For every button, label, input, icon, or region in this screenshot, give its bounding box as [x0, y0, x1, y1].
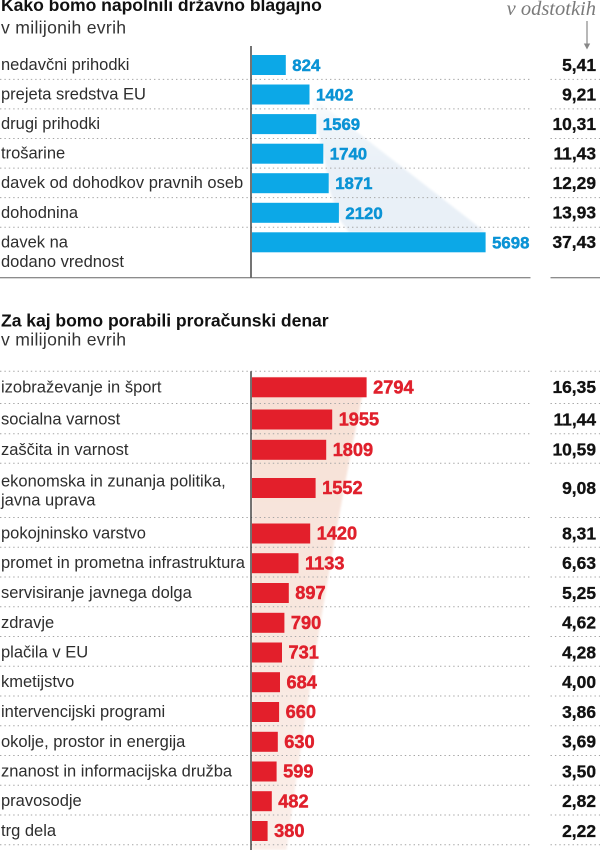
svg-text:Kako bomo napolnili državno bl: Kako bomo napolnili državno blagajno	[1, 0, 322, 15]
svg-text:1133: 1133	[305, 554, 344, 574]
svg-text:5698: 5698	[492, 233, 529, 252]
svg-text:897: 897	[295, 583, 325, 603]
svg-text:824: 824	[292, 56, 321, 75]
svg-text:davek od dohodkov pravnih oseb: davek od dohodkov pravnih oseb	[1, 174, 243, 192]
svg-text:nedavčni prihodki: nedavčni prihodki	[1, 56, 129, 74]
svg-text:davek na: davek na	[1, 233, 69, 251]
svg-text:1871: 1871	[335, 174, 372, 193]
svg-text:izobraževanje in šport: izobraževanje in šport	[1, 378, 162, 396]
svg-text:zdravje: zdravje	[1, 614, 54, 632]
svg-text:5,25: 5,25	[562, 583, 596, 603]
svg-text:javna uprava: javna uprava	[0, 492, 96, 510]
svg-text:Za kaj bomo porabili proračuns: Za kaj bomo porabili proračunski denar	[1, 311, 329, 331]
svg-text:10,31: 10,31	[552, 114, 596, 134]
svg-text:plačila v EU: plačila v EU	[1, 644, 88, 662]
svg-text:1552: 1552	[322, 478, 362, 498]
svg-text:9,21: 9,21	[562, 84, 596, 104]
svg-text:380: 380	[274, 821, 304, 841]
svg-text:drugi prihodki: drugi prihodki	[1, 115, 100, 133]
svg-text:12,29: 12,29	[552, 173, 596, 193]
svg-text:4,62: 4,62	[562, 613, 596, 633]
svg-text:684: 684	[287, 673, 318, 693]
svg-text:v milijonih evrih: v milijonih evrih	[1, 330, 126, 350]
svg-text:8,31: 8,31	[562, 523, 596, 543]
svg-text:pravosodje: pravosodje	[1, 792, 82, 810]
svg-text:731: 731	[289, 643, 319, 663]
svg-text:2120: 2120	[345, 204, 382, 223]
svg-text:9,08: 9,08	[562, 478, 596, 498]
svg-text:znanost in informacijska družb: znanost in informacijska družba	[1, 763, 233, 781]
svg-text:13,93: 13,93	[552, 203, 596, 223]
svg-text:1420: 1420	[317, 524, 357, 544]
svg-text:1569: 1569	[323, 115, 360, 134]
svg-text:kmetijstvo: kmetijstvo	[1, 673, 74, 691]
svg-text:1809: 1809	[333, 440, 373, 460]
svg-text:2,82: 2,82	[562, 791, 596, 811]
svg-text:11,43: 11,43	[553, 144, 596, 164]
svg-text:okolje, prostor in energija: okolje, prostor in energija	[1, 733, 186, 751]
svg-text:servisiranje javnega dolga: servisiranje javnega dolga	[1, 584, 193, 602]
svg-text:prejeta sredstva EU: prejeta sredstva EU	[1, 86, 146, 104]
svg-text:2794: 2794	[373, 378, 414, 398]
svg-text:socialna varnost: socialna varnost	[1, 411, 121, 429]
svg-text:6,63: 6,63	[562, 553, 596, 573]
svg-text:3,50: 3,50	[562, 761, 596, 781]
svg-text:dodano vrednost: dodano vrednost	[1, 253, 124, 271]
svg-text:599: 599	[283, 762, 313, 782]
svg-text:v odstotkih: v odstotkih	[507, 0, 596, 20]
svg-text:3,86: 3,86	[562, 702, 596, 722]
svg-text:482: 482	[278, 792, 308, 812]
svg-text:1955: 1955	[339, 410, 379, 430]
svg-text:v milijonih evrih: v milijonih evrih	[1, 18, 126, 38]
svg-text:promet in prometna infrastrukt: promet in prometna infrastruktura	[1, 554, 246, 572]
svg-text:660: 660	[286, 702, 316, 722]
svg-text:2,22: 2,22	[562, 821, 596, 841]
svg-text:trg dela: trg dela	[1, 822, 57, 840]
svg-text:37,43: 37,43	[552, 232, 596, 252]
svg-text:3,69: 3,69	[562, 732, 596, 752]
svg-text:ekonomska in zunanja politika,: ekonomska in zunanja politika,	[1, 473, 226, 491]
svg-text:1402: 1402	[316, 86, 353, 105]
svg-text:intervencijski programi: intervencijski programi	[1, 703, 165, 721]
svg-text:16,35: 16,35	[552, 377, 596, 397]
svg-text:4,00: 4,00	[562, 672, 596, 692]
svg-text:zaščita in varnost: zaščita in varnost	[1, 441, 129, 459]
svg-text:790: 790	[291, 613, 321, 633]
svg-text:pokojninsko varstvo: pokojninsko varstvo	[1, 525, 146, 543]
svg-text:5,41: 5,41	[562, 55, 596, 75]
svg-text:630: 630	[284, 732, 314, 752]
svg-text:4,28: 4,28	[562, 642, 596, 662]
svg-text:10,59: 10,59	[552, 440, 596, 460]
svg-text:11,44: 11,44	[553, 409, 596, 429]
svg-text:trošarine: trošarine	[1, 145, 65, 163]
svg-text:dohodnina: dohodnina	[1, 204, 79, 222]
svg-text:1740: 1740	[330, 145, 367, 164]
